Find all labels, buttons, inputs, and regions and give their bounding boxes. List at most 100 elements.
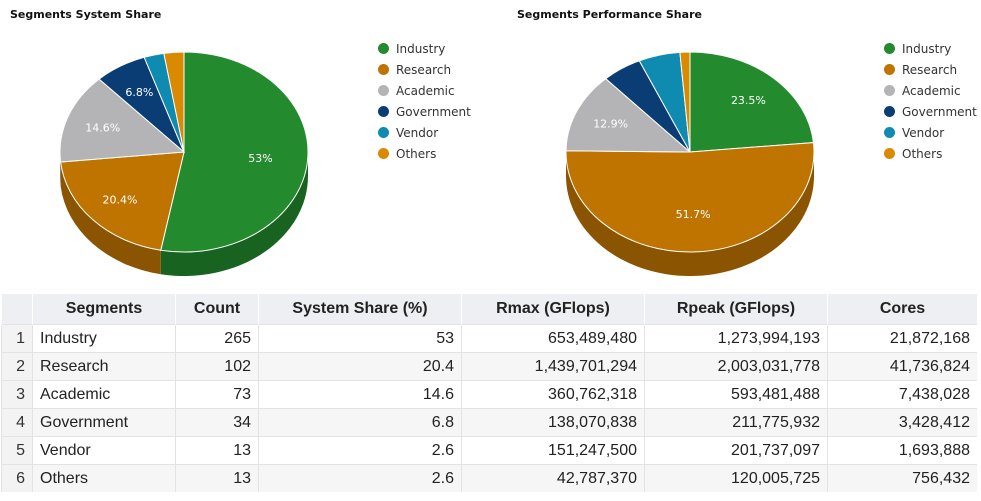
legend-item-academic[interactable]: Academic [884, 80, 977, 101]
column-header-segments[interactable]: Segments [32, 294, 176, 325]
data-label-industry: 53% [248, 152, 272, 165]
count-cell: 102 [175, 352, 259, 381]
legend-item-industry[interactable]: Industry [378, 38, 471, 59]
rmax-cell: 138,070,838 [461, 408, 645, 437]
pie-slice-others[interactable] [679, 51, 691, 153]
index-header [1, 294, 33, 325]
chart-title: Segments Performance Share [517, 8, 702, 21]
count-cell: 34 [175, 408, 259, 437]
pie-slice-industry[interactable] [160, 51, 309, 253]
legend-swatch-icon [884, 127, 895, 138]
legend-swatch-icon [378, 64, 389, 75]
row-index: 3 [1, 380, 33, 409]
table-row[interactable]: 1 Industry 265 53 653,489,480 1,273,994,… [1, 324, 977, 353]
system-share-cell: 20.4 [258, 352, 462, 381]
column-header-system-share[interactable]: System Share (%) [258, 294, 462, 325]
legend-item-research[interactable]: Research [884, 59, 977, 80]
pie-slice-research[interactable] [60, 151, 185, 251]
system-share-cell: 14.6 [258, 380, 462, 409]
legend-item-industry[interactable]: Industry [884, 38, 977, 59]
legend-item-vendor[interactable]: Vendor [378, 122, 471, 143]
count-cell: 13 [175, 464, 259, 492]
cores-cell: 1,693,888 [827, 436, 977, 465]
rpeak-cell: 1,273,994,193 [644, 324, 828, 353]
legend-swatch-icon [884, 85, 895, 96]
column-header-rpeak[interactable]: Rpeak (GFlops) [644, 294, 828, 325]
legend-label: Academic [396, 83, 455, 98]
table-row[interactable]: 4 Government 34 6.8 138,070,838 211,775,… [1, 408, 977, 437]
legend-label: Vendor [902, 125, 945, 140]
row-index: 1 [1, 324, 33, 353]
rpeak-cell: 211,775,932 [644, 408, 828, 437]
legend-item-others[interactable]: Others [378, 143, 471, 164]
table-row[interactable]: 3 Academic 73 14.6 360,762,318 593,481,4… [1, 380, 977, 409]
segment-name: Industry [32, 324, 176, 353]
legend-swatch-icon [378, 127, 389, 138]
pie-side-research [60, 162, 161, 275]
rmax-cell: 653,489,480 [461, 324, 645, 353]
chart-title: Segments System Share [10, 8, 162, 21]
system-share-cell: 53 [258, 324, 462, 353]
pie-slice-academic[interactable] [565, 78, 692, 153]
pie-slice-research[interactable] [565, 142, 815, 253]
legend-label: Research [902, 62, 958, 77]
legend-swatch-icon [378, 148, 389, 159]
rmax-cell: 1,439,701,294 [461, 352, 645, 381]
rpeak-cell: 2,003,031,778 [644, 352, 828, 381]
count-cell: 265 [175, 324, 259, 353]
performance-share-pie: 23.5% 51.7% 12.9% [565, 51, 815, 276]
data-label-academic: 12.9% [593, 118, 628, 131]
pie-slice-academic[interactable] [59, 78, 186, 163]
table-row[interactable]: 2 Research 102 20.4 1,439,701,294 2,003,… [1, 352, 977, 381]
legend-swatch-icon [884, 64, 895, 75]
table-row[interactable]: 6 Others 13 2.6 42,787,370 120,005,725 7… [1, 464, 977, 492]
legend-item-government[interactable]: Government [378, 101, 471, 122]
pie-slice-industry[interactable] [689, 51, 815, 153]
legend-label: Research [396, 62, 452, 77]
table-row[interactable]: 5 Vendor 13 2.6 151,247,500 201,737,097 … [1, 436, 977, 465]
count-cell: 73 [175, 380, 259, 409]
legend-label: Industry [902, 41, 952, 56]
system-share-cell: 2.6 [258, 436, 462, 465]
pie-slice-others[interactable] [163, 51, 185, 153]
legend-item-research[interactable]: Research [378, 59, 471, 80]
segments-table: Segments Count System Share (%) Rmax (GF… [1, 294, 977, 492]
pie-side-industry [160, 152, 308, 276]
legend-label: Government [396, 104, 471, 119]
system-share-chart: Segments System Share 53% 20.4% 14.6% 6.8% … [0, 0, 490, 290]
rmax-cell: 42,787,370 [461, 464, 645, 492]
rpeak-cell: 593,481,488 [644, 380, 828, 409]
column-header-count[interactable]: Count [175, 294, 259, 325]
system-share-cell: 2.6 [258, 464, 462, 492]
legend-item-government[interactable]: Government [884, 101, 977, 122]
column-header-rmax[interactable]: Rmax (GFlops) [461, 294, 645, 325]
data-label-academic: 14.6% [85, 121, 120, 134]
cores-cell: 7,438,028 [827, 380, 977, 409]
legend-swatch-icon [378, 106, 389, 117]
legend-swatch-icon [378, 85, 389, 96]
legend-item-others[interactable]: Others [884, 143, 977, 164]
row-index: 4 [1, 408, 33, 437]
row-index: 2 [1, 352, 33, 381]
legend-label: Others [396, 146, 437, 161]
performance-share-legend: Industry Research Academic Government Vendor… [884, 38, 977, 164]
column-header-cores[interactable]: Cores [827, 294, 977, 325]
system-share-cell: 6.8 [258, 408, 462, 437]
performance-share-chart: Segments Performance Share 23.5% 51.7% 12.… [506, 0, 981, 290]
legend-label: Industry [396, 41, 446, 56]
cores-cell: 3,428,412 [827, 408, 977, 437]
legend-item-vendor[interactable]: Vendor [884, 122, 977, 143]
rmax-cell: 151,247,500 [461, 436, 645, 465]
legend-swatch-icon [378, 43, 389, 54]
legend-label: Government [902, 104, 977, 119]
cores-cell: 21,872,168 [827, 324, 977, 353]
system-share-pie: 53% 20.4% 14.6% 6.8% [59, 51, 309, 276]
count-cell: 13 [175, 436, 259, 465]
legend-item-academic[interactable]: Academic [378, 80, 471, 101]
legend-label: Academic [902, 83, 961, 98]
row-index: 5 [1, 436, 33, 465]
pie-side-research [566, 152, 814, 276]
data-label-industry: 23.5% [731, 94, 766, 107]
system-share-legend: Industry Research Academic Government Vendor… [378, 38, 471, 164]
data-label-government: 6.8% [125, 86, 153, 99]
